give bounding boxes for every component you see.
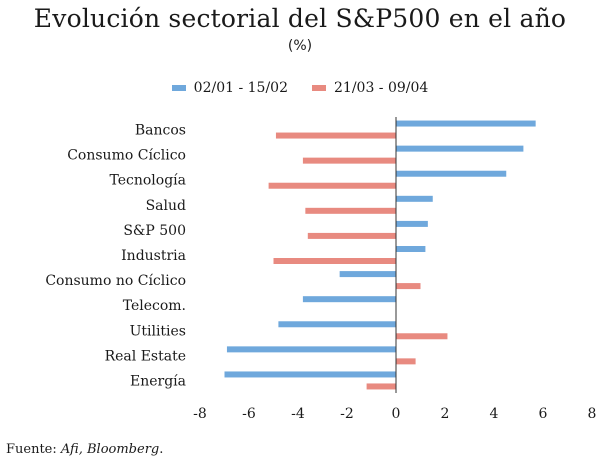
bar-series-1	[396, 170, 507, 177]
x-tick-label: -8	[193, 406, 207, 422]
x-tick-label: 8	[588, 406, 597, 422]
category-label: Energía	[130, 373, 186, 389]
x-tick-label: 4	[490, 406, 499, 422]
x-tick-label: 0	[392, 406, 401, 422]
source-prefix: Fuente:	[6, 442, 61, 457]
bar-series-2	[396, 283, 421, 290]
bar-series-1	[396, 195, 433, 202]
source-suffix: .	[159, 442, 164, 457]
bar-series-2	[396, 333, 448, 340]
x-tick-label: -2	[340, 406, 354, 422]
bar-series-2	[275, 132, 396, 139]
bar-series-1	[396, 145, 524, 152]
category-label: S&P 500	[123, 223, 186, 239]
bar-series-2	[273, 258, 396, 264]
bar-series-1	[224, 371, 396, 378]
bar-series-2	[396, 358, 416, 365]
source-names: Afi, Bloomberg	[60, 442, 160, 457]
x-tick-label: 6	[539, 406, 548, 422]
category-label: Bancos	[135, 123, 186, 139]
legend-item-series-2: 21/03 - 09/04	[312, 80, 428, 96]
bar-series-2	[307, 232, 396, 239]
x-tick-label: -6	[242, 406, 256, 422]
bar-series-1	[396, 220, 428, 227]
source-note: Fuente: Afi, Bloomberg.	[6, 442, 163, 457]
category-label: Salud	[146, 198, 186, 214]
bar-series-1	[226, 346, 396, 353]
legend: 02/01 - 15/02 21/03 - 09/04	[0, 80, 600, 96]
category-label: Real Estate	[105, 348, 186, 364]
bar-series-1	[396, 120, 536, 127]
x-tick-label: 2	[441, 406, 450, 422]
bar-series-2	[302, 157, 396, 164]
bar-series-2	[268, 182, 396, 189]
category-label: Consumo no Cíclico	[45, 273, 186, 289]
category-label: Consumo Cíclico	[67, 148, 186, 164]
category-label: Utilities	[130, 323, 186, 339]
bar-series-1	[396, 246, 426, 252]
legend-item-series-1: 02/01 - 15/02	[171, 80, 288, 96]
legend-swatch-series-2	[312, 85, 326, 91]
legend-label-series-1: 02/01 - 15/02	[193, 80, 288, 96]
bar-series-2	[366, 383, 396, 390]
category-label: Industria	[121, 248, 186, 264]
category-label: Tecnología	[109, 173, 186, 189]
bar-series-2	[305, 207, 396, 214]
bar-series-1	[339, 271, 396, 278]
category-label: Telecom.	[123, 298, 186, 314]
chart-title: Evolución sectorial del S&P500 en el año	[33, 4, 567, 33]
legend-label-series-2: 21/03 - 09/04	[334, 80, 429, 96]
x-tick-label: -4	[291, 406, 305, 422]
chart-subtitle: (%)	[287, 38, 313, 54]
bar-series-1	[278, 321, 396, 328]
legend-swatch-series-1	[171, 85, 186, 91]
bar-series-1	[302, 296, 396, 303]
